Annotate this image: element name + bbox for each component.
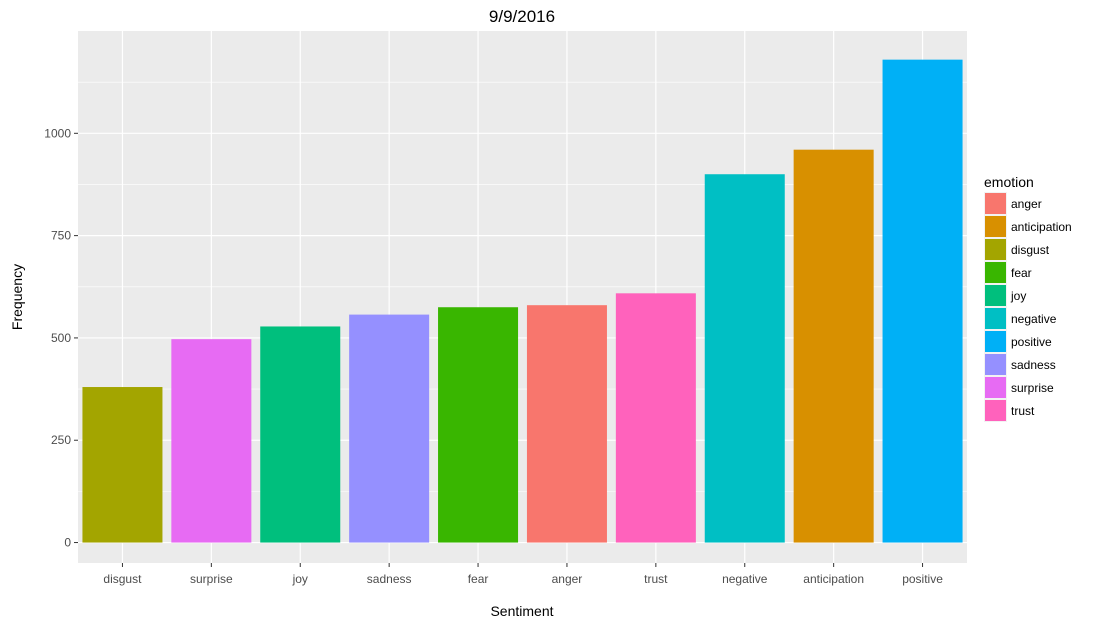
x-tick-label: anticipation (803, 572, 864, 586)
legend-label-disgust: disgust (1011, 243, 1050, 257)
bar-fear (438, 307, 519, 543)
y-tick-label: 500 (51, 331, 71, 345)
legend-swatch-negative (985, 308, 1006, 329)
y-tick-label: 750 (51, 229, 71, 243)
legend-swatch-positive (985, 331, 1006, 352)
legend: emotion anger anticipation disgust fear joy n… (984, 174, 1072, 422)
legend-label-anger: anger (1011, 197, 1042, 211)
legend-label-fear: fear (1011, 266, 1032, 280)
legend-label-anticipation: anticipation (1011, 220, 1072, 234)
legend-label-joy: joy (1010, 289, 1026, 303)
y-tick-label: 1000 (44, 126, 71, 140)
y-axis: 0 250 500 750 1000 (44, 126, 78, 550)
legend-swatch-trust (985, 400, 1006, 421)
x-tick-label: surprise (190, 572, 233, 586)
legend-swatch-anticipation (985, 216, 1006, 237)
x-tick-label: joy (292, 572, 308, 586)
y-tick-label: 250 (51, 433, 71, 447)
legend-swatch-joy (985, 285, 1006, 306)
bar-joy (260, 326, 341, 543)
y-axis-title: Frequency (9, 264, 25, 330)
legend-label-negative: negative (1011, 312, 1057, 326)
x-tick-label: sadness (367, 572, 412, 586)
chart-title: 9/9/2016 (489, 7, 555, 26)
bar-surprise (171, 339, 252, 543)
legend-label-sadness: sadness (1011, 358, 1056, 372)
legend-swatch-sadness (985, 354, 1006, 375)
bar-anticipation (793, 149, 874, 543)
bar-positive (882, 59, 963, 543)
legend-label-trust: trust (1011, 404, 1035, 418)
legend-swatch-disgust (985, 239, 1006, 260)
x-tick-label: fear (468, 572, 489, 586)
x-tick-label: anger (552, 572, 583, 586)
bar-trust (615, 293, 696, 543)
bar-negative (704, 174, 785, 543)
x-tick-label: disgust (103, 572, 142, 586)
legend-swatch-fear (985, 262, 1006, 283)
x-tick-label: positive (902, 572, 943, 586)
x-tick-label: trust (644, 572, 668, 586)
y-tick-label: 0 (64, 536, 71, 550)
legend-label-surprise: surprise (1011, 381, 1054, 395)
x-tick-label: negative (722, 572, 768, 586)
legend-swatch-anger (985, 193, 1006, 214)
x-axis-title: Sentiment (490, 603, 553, 619)
bars (82, 59, 963, 543)
x-axis: disgust surprise joy sadness fear anger trust n… (103, 563, 943, 586)
bar-sadness (349, 314, 430, 543)
legend-swatch-surprise (985, 377, 1006, 398)
bar-disgust (82, 387, 163, 543)
legend-label-positive: positive (1011, 335, 1052, 349)
bar-anger (526, 305, 607, 543)
legend-title: emotion (984, 174, 1034, 190)
